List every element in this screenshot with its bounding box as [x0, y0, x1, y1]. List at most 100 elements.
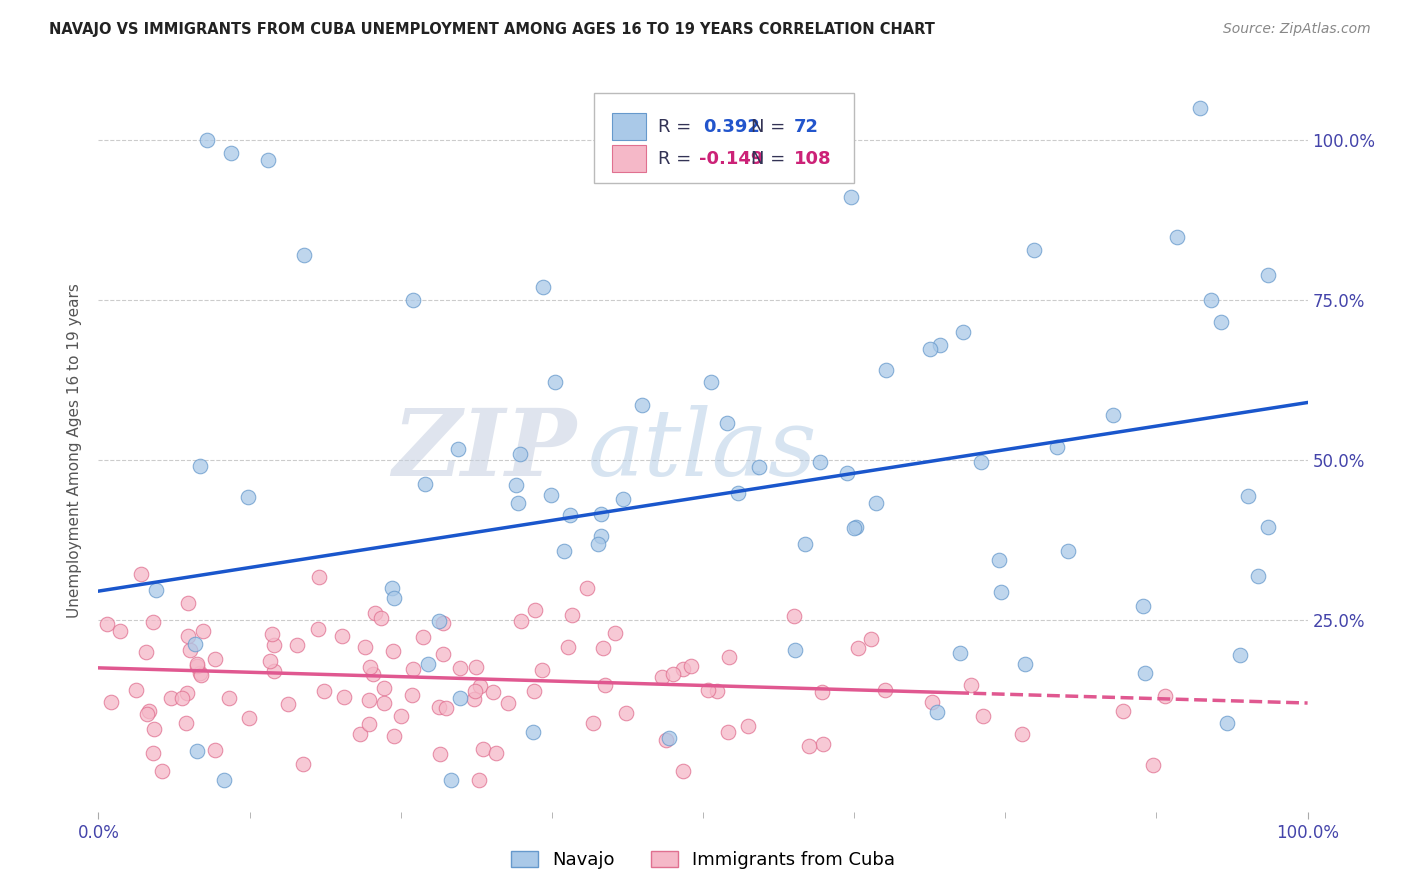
Point: [214, 772, 236, 787]
Point: [1211, 315, 1233, 329]
Legend: Navajo, Immigrants from Cuba: Navajo, Immigrants from Cuba: [502, 842, 904, 879]
Point: [927, 706, 949, 720]
Bar: [613, 145, 647, 172]
Point: [450, 691, 472, 706]
Point: [865, 496, 887, 510]
Point: [918, 343, 941, 357]
Point: [482, 684, 505, 698]
Point: [506, 496, 529, 510]
Point: [717, 649, 740, 664]
Point: [560, 508, 582, 522]
Point: [811, 685, 834, 699]
Point: [561, 608, 583, 623]
Point: [612, 491, 634, 506]
Point: [1166, 230, 1188, 244]
Point: [662, 667, 685, 681]
Point: [1046, 440, 1069, 454]
Point: [381, 582, 404, 596]
Point: [263, 638, 285, 652]
Point: [468, 679, 491, 693]
Text: NAVAJO VS IMMIGRANTS FROM CUBA UNEMPLOYMENT AMONG AGES 16 TO 19 YEARS CORRELATIO: NAVAJO VS IMMIGRANTS FROM CUBA UNEMPLOYM…: [49, 22, 935, 37]
Point: [292, 756, 315, 771]
Point: [654, 733, 676, 747]
Point: [125, 683, 148, 698]
Point: [263, 664, 285, 678]
Text: R =: R =: [658, 118, 697, 136]
Point: [188, 458, 211, 473]
Point: [748, 459, 770, 474]
Point: [145, 582, 167, 597]
Point: [544, 375, 567, 389]
Point: [531, 280, 554, 294]
Point: [218, 691, 240, 706]
Point: [727, 485, 749, 500]
Point: [292, 248, 315, 262]
Point: [354, 640, 377, 655]
Point: [186, 744, 208, 758]
Point: [845, 520, 868, 534]
Point: [614, 706, 637, 721]
Point: [553, 543, 575, 558]
Point: [402, 662, 425, 676]
Point: [524, 603, 547, 617]
Point: [1154, 690, 1177, 704]
Point: [717, 725, 740, 739]
Point: [260, 627, 283, 641]
Point: [859, 632, 882, 647]
Point: [530, 663, 553, 677]
Point: [1112, 704, 1135, 718]
Point: [285, 639, 308, 653]
Point: [308, 570, 330, 584]
Text: Source: ZipAtlas.com: Source: ZipAtlas.com: [1223, 22, 1371, 37]
Point: [631, 398, 654, 412]
Point: [1022, 243, 1045, 257]
Point: [1057, 544, 1080, 558]
Point: [330, 629, 353, 643]
Point: [505, 477, 527, 491]
Point: [259, 654, 281, 668]
Point: [464, 683, 486, 698]
Point: [835, 466, 858, 480]
Point: [591, 507, 613, 521]
Point: [1229, 648, 1251, 663]
Point: [737, 718, 759, 732]
Point: [1011, 727, 1033, 741]
Point: [307, 623, 329, 637]
Y-axis label: Unemployment Among Ages 16 to 19 years: Unemployment Among Ages 16 to 19 years: [67, 283, 83, 618]
Point: [427, 615, 450, 629]
Point: [1142, 757, 1164, 772]
Point: [332, 690, 354, 705]
Point: [174, 716, 197, 731]
Point: [706, 684, 728, 698]
Point: [190, 668, 212, 682]
Point: [193, 624, 215, 638]
Point: [509, 447, 531, 461]
Point: [949, 646, 972, 660]
Point: [700, 375, 723, 389]
Point: [589, 529, 612, 543]
Point: [221, 146, 243, 161]
Point: [1201, 293, 1223, 307]
Point: [389, 708, 412, 723]
Point: [204, 652, 226, 666]
Point: [970, 455, 993, 469]
Text: N =: N =: [751, 118, 792, 136]
Point: [523, 683, 546, 698]
Point: [785, 643, 807, 657]
Point: [697, 683, 720, 698]
Point: [277, 697, 299, 711]
Point: [582, 716, 605, 731]
Point: [844, 521, 866, 535]
Point: [363, 606, 385, 620]
Point: [357, 693, 380, 707]
Point: [312, 684, 335, 698]
Point: [432, 615, 454, 630]
Point: [928, 338, 950, 352]
Point: [846, 641, 869, 656]
Point: [176, 686, 198, 700]
Point: [373, 696, 395, 710]
Point: [797, 739, 820, 754]
Point: [952, 326, 974, 340]
Point: [485, 746, 508, 760]
Point: [184, 637, 207, 651]
